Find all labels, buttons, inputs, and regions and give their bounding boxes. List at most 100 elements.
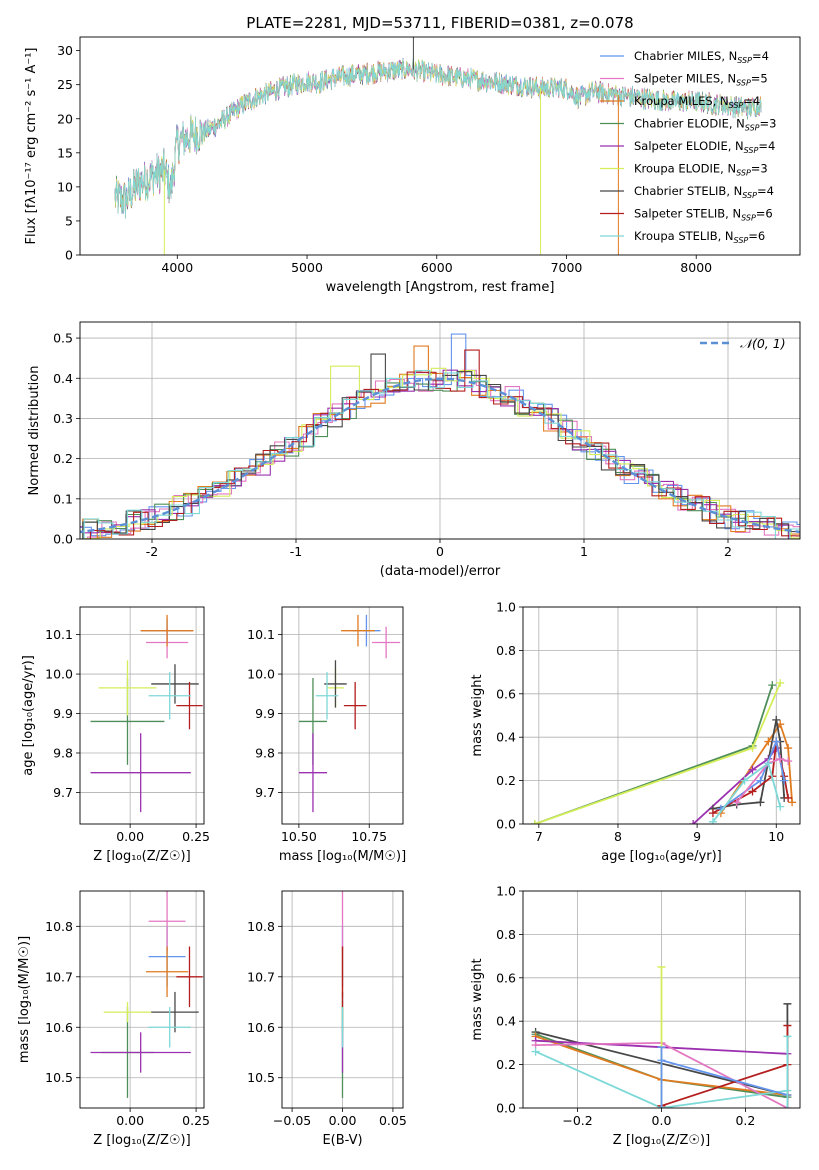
x-tick-label: 0.2: [735, 1113, 755, 1128]
normal-curve: [80, 377, 800, 534]
y-tick-label: 10.1: [247, 627, 275, 642]
age_vs_z-marks: [90, 614, 203, 813]
y-tick-label: 0.2: [496, 773, 516, 788]
y-tick-label: 10.5: [45, 1070, 73, 1085]
weight_vs_age-panel: 7 8 9 10 0.0 0.2 0.4 0.6 0.8 1.0 age [log₁₀(age/yr…: [470, 600, 801, 864]
y-tick-label: 20: [57, 111, 73, 126]
x-tick-label: 0.00: [116, 829, 144, 844]
legend-label-salpeter_miles: Salpeter MILES, NSSP=5: [634, 72, 768, 88]
x-tick-label: -2: [146, 544, 158, 559]
weight_vs_age-xlabel: age [log₁₀(age/yr)]: [601, 849, 722, 864]
errorbar-kroupa_elodie: [98, 660, 157, 716]
weight-point-kroupa_stelib: [764, 759, 773, 768]
age_vs_z-panel: 0.00 0.25 9.7 9.8 9.9 10.0 10.1 Z [log₁₀(Z/Z☉)]…: [21, 606, 210, 864]
spectrum-ylabel: Flux [fλ10⁻¹⁷ erg cm⁻² s⁻¹ A⁻¹]: [24, 48, 39, 245]
legend-label-chabrier_stelib: Chabrier STELIB, NSSP=4: [634, 184, 774, 200]
errorbar-salpeter_elodie: [90, 733, 191, 813]
legend-label-chabrier_elodie: Chabrier ELODIE, NSSP=3: [634, 117, 776, 133]
x-tick-label: 10.75: [351, 829, 387, 844]
residuals-xlabel: (data-model)/error: [380, 564, 501, 579]
age_vs_z-ylabel: age [log₁₀(age/yr)]: [21, 655, 36, 776]
x-tick-label: 7: [535, 829, 543, 844]
legend-label-kroupa_elodie: Kroupa ELODIE, NSSP=3: [634, 162, 768, 178]
x-tick-label: 0.05: [379, 1113, 407, 1128]
weight-line-kroupa_stelib: [712, 761, 782, 823]
y-tick-label: 0.0: [496, 817, 516, 832]
spectrum-xlabel: wavelength [Angstrom, rest frame]: [326, 280, 555, 295]
errorbar-kroupa_miles: [341, 614, 375, 647]
weight-point-kroupa_stelib: [740, 776, 749, 785]
weight_vs_age-grid: [523, 606, 800, 825]
spectrum-line-kroupa_stelib: [114, 58, 762, 219]
spectrum-panel: PLATE=2281, MJD=53711, FIBERID=0381, z=0…: [24, 14, 801, 295]
weight-point-salpeter_stelib: [708, 809, 717, 818]
errorbar-kroupa_stelib: [148, 672, 191, 720]
y-tick-label: 0.8: [496, 643, 516, 658]
residuals-marks: [80, 333, 800, 539]
age_vs_mass-xlabel: mass [log₁₀(M/M☉)]: [279, 849, 406, 864]
weight-point-kroupa_miles: [784, 744, 793, 753]
mass_vs_ebv-xlabel: E(B-V): [322, 1133, 362, 1148]
errorbar-salpeter_miles: [372, 626, 401, 659]
weight_vs_z-xlabel: Z [log₁₀(Z/Z☉)]: [613, 1133, 710, 1148]
y-tick-label: 10.6: [247, 1020, 275, 1035]
spectrum-legend: Chabrier MILES, NSSP=4 Salpeter MILES, NS…: [600, 49, 776, 245]
legend-label-kroupa_miles: Kroupa MILES, NSSP=4: [634, 94, 760, 110]
legend-label-normal: 𝒩(0, 1): [740, 336, 786, 351]
x-tick-label: 9: [693, 829, 701, 844]
y-tick-label: 0.4: [496, 1014, 516, 1029]
weight-point-salpeter_elodie: [689, 820, 698, 824]
weight-point-salpeter_stelib: [784, 793, 793, 802]
weight-point-salpeter_miles: [776, 754, 785, 763]
x-tick-label: 10.50: [281, 829, 317, 844]
weight-point-chabrier_stelib: [772, 715, 781, 724]
errorbar-kroupa_miles: [140, 614, 194, 647]
y-tick-label: 0.2: [53, 451, 73, 466]
legend-label-salpeter_stelib: Salpeter STELIB, NSSP=6: [634, 207, 773, 223]
weight-point-kroupa_elodie: [530, 820, 539, 824]
mass_vs_z-grid: [80, 891, 204, 1108]
y-tick-label: 0.0: [496, 1101, 516, 1116]
weight-point-salpeter_miles: [784, 757, 793, 766]
errorbar-kroupa_miles: [145, 946, 189, 997]
weight-series-kroupa_stelib: [708, 759, 785, 824]
weight-series-kroupa_elodie: [530, 678, 785, 824]
y-tick-label: 10.6: [45, 1020, 73, 1035]
x-tick-label: 0.0: [652, 1113, 672, 1128]
weight-point-salpeter_miles: [732, 798, 741, 807]
age_vs_mass-grid: [282, 607, 403, 824]
weight_vs_age-frame: [522, 606, 801, 825]
weight-series-salpeter_elodie: [689, 744, 781, 824]
y-tick-label: 10.0: [45, 667, 73, 682]
mass_vs_z-frame: [79, 890, 205, 1109]
y-tick-label: 25: [57, 77, 73, 92]
y-tick-label: 9.8: [255, 745, 275, 760]
y-tick-label: 15: [57, 145, 73, 160]
weight-point-kroupa_elodie: [776, 678, 785, 687]
x-tick-label: 10: [768, 829, 784, 844]
legend-label-chabrier_miles: Chabrier MILES, NSSP=4: [634, 49, 769, 65]
y-tick-label: 0.0: [53, 532, 73, 547]
weight-line-kroupa_elodie: [534, 682, 782, 824]
weight-point-salpeter_stelib: [748, 787, 757, 796]
age_vs_mass-frame: [281, 606, 404, 825]
y-tick-label: 10.7: [247, 969, 275, 984]
y-tick-label: 5: [65, 213, 73, 228]
weight_vs_z-ylabel: mass weight: [470, 958, 485, 1040]
y-tick-label: 9.7: [255, 785, 275, 800]
residual-legend: 𝒩(0, 1): [700, 336, 786, 351]
errorbar-salpeter_miles: [148, 891, 186, 952]
weight_vs_z-marks: [531, 966, 792, 1108]
y-tick-label: 0: [65, 248, 73, 263]
errorbar-chabrier_stelib: [151, 991, 199, 1033]
histogram-kroupa_stelib: [80, 370, 800, 539]
errorbar-kroupa_stelib: [148, 1007, 191, 1048]
y-tick-label: 9.7: [53, 785, 73, 800]
chart-title: PLATE=2281, MJD=53711, FIBERID=0381, z=0…: [246, 14, 633, 32]
errorbar-kroupa_elodie: [103, 1002, 152, 1023]
errorbar-kroupa_stelib: [315, 672, 339, 720]
y-tick-label: 30: [57, 43, 73, 58]
x-tick-label: 8000: [680, 260, 712, 275]
weight_vs_age-marks: [530, 678, 797, 824]
mass_vs_z-marks: [90, 891, 203, 1098]
